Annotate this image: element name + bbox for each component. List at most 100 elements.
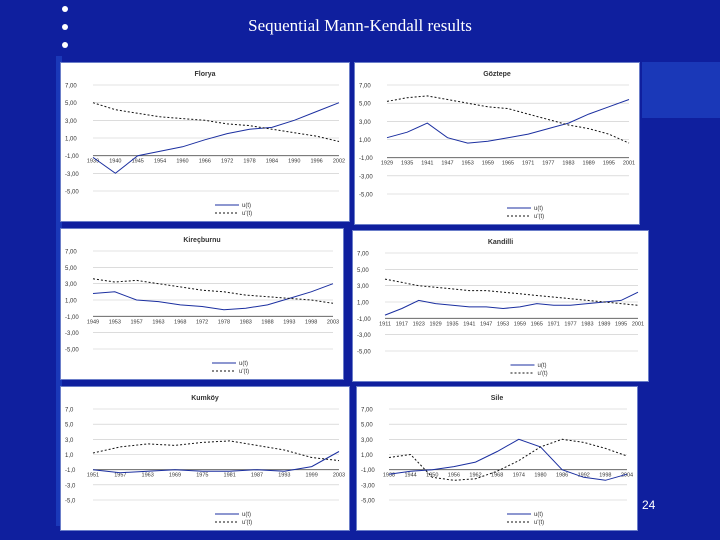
chart-panel-goztepe: Göztepe 7,00 5,00 3,00 1,00 -1,00 -3,00 -5,00 19… — [354, 62, 640, 225]
x-tick-label: 2003 — [333, 473, 345, 479]
x-tick-label: 1972 — [221, 159, 233, 165]
y-tick-label: 3,0 — [65, 438, 74, 444]
chart-kandilli: Kandilli 7,00 5,00 3,00 1,00 -1,00 -3,00 -5,00 1… — [357, 239, 644, 377]
chart-title: Sile — [491, 395, 504, 402]
y-tick-label: -1,00 — [65, 315, 79, 321]
x-tick-label: 1999 — [306, 473, 318, 479]
x-tick-label: 1969 — [169, 473, 181, 479]
y-tick-label: -1,00 — [357, 317, 371, 323]
chart-title: Göztepe — [483, 71, 511, 78]
x-tick-label: 2001 — [623, 161, 635, 167]
x-tick-label: 1996 — [311, 159, 323, 165]
x-tick-label: 1957 — [131, 319, 143, 325]
legend-label: u(t) — [242, 203, 251, 209]
x-tick-label: 1971 — [522, 161, 534, 167]
x-tick-label: 1981 — [224, 473, 236, 479]
y-tick-label: 5,00 — [65, 101, 77, 107]
y-tick-label: 3,00 — [65, 282, 77, 288]
x-tick-label: 1959 — [482, 161, 494, 167]
legend-label: u(t) — [538, 363, 547, 369]
chart-panel-sile: Sile 7,00 5,00 3,00 1,00 -1,00 -3,00 -5,00 1938 1… — [356, 386, 638, 531]
x-tick-label: 1911 — [379, 321, 391, 327]
chart-kirecburnu: Kireçburnu 7,00 5,00 3,00 1,00 -1,00 -3,00 -5,0… — [65, 237, 339, 375]
chart-panel-kandilli: Kandilli 7,00 5,00 3,00 1,00 -1,00 -3,00 -5,00 1… — [352, 230, 649, 382]
chart-kumkoy: Kumköy 7,0 5,0 3,0 1,0 -1,0 -3,0 -5,0 1951 1957 19… — [65, 395, 345, 526]
x-tick-label: 1941 — [421, 161, 433, 167]
y-tick-label: 5,00 — [65, 266, 77, 272]
legend-label: u(t) — [534, 512, 543, 518]
series-line — [92, 283, 334, 311]
y-tick-label: 7,00 — [359, 84, 371, 90]
x-tick-label: 1971 — [548, 321, 560, 327]
x-tick-label: 1977 — [542, 161, 554, 167]
x-tick-label: 1995 — [603, 161, 615, 167]
chart-title: Florya — [194, 71, 215, 78]
y-tick-label: 5,00 — [359, 102, 371, 108]
x-tick-label: 1974 — [513, 473, 525, 479]
x-tick-label: 1949 — [87, 319, 99, 325]
x-tick-label: 1939 — [87, 159, 99, 165]
y-tick-label: 3,00 — [65, 119, 77, 125]
y-tick-label: 7,00 — [65, 250, 77, 256]
series-line — [386, 95, 630, 144]
x-tick-label: 1963 — [152, 319, 164, 325]
x-tick-label: 1938 — [383, 473, 395, 479]
x-tick-label: 1977 — [564, 321, 576, 327]
y-tick-label: -3,00 — [357, 333, 371, 339]
y-tick-label: 7,00 — [357, 252, 369, 258]
legend-label: u(t) — [534, 206, 543, 212]
x-tick-label: 1954 — [154, 159, 166, 165]
x-tick-label: 1995 — [615, 321, 627, 327]
legend-label: u'(t) — [242, 211, 252, 217]
x-tick-label: 1978 — [243, 159, 255, 165]
x-tick-label: 1988 — [261, 319, 273, 325]
bullet-dot — [62, 24, 68, 30]
y-tick-label: 1,00 — [65, 137, 77, 143]
series-line — [388, 438, 628, 481]
y-tick-label: -3,00 — [65, 172, 79, 178]
series-line — [92, 278, 334, 304]
bullet-dot — [62, 42, 68, 48]
legend-label: u(t) — [239, 361, 248, 367]
x-tick-label: 1944 — [405, 473, 417, 479]
chart-title: Kireçburnu — [183, 237, 220, 244]
legend-label: u'(t) — [534, 214, 544, 220]
x-tick-label: 1978 — [218, 319, 230, 325]
x-tick-label: 1959 — [514, 321, 526, 327]
series-line — [384, 278, 639, 306]
x-tick-label: 1968 — [491, 473, 503, 479]
x-tick-label: 1983 — [240, 319, 252, 325]
x-tick-label: 2003 — [327, 319, 339, 325]
x-tick-label: 1998 — [599, 473, 611, 479]
x-tick-label: 1940 — [109, 159, 121, 165]
y-tick-label: 3,00 — [359, 120, 371, 126]
y-tick-label: 1,0 — [65, 453, 74, 459]
legend-label: u'(t) — [534, 520, 544, 526]
y-tick-label: 5,00 — [357, 268, 369, 274]
legend-label: u'(t) — [242, 520, 252, 526]
x-tick-label: 1980 — [534, 473, 546, 479]
x-tick-label: 1968 — [174, 319, 186, 325]
x-tick-label: 1962 — [469, 473, 481, 479]
x-tick-label: 1947 — [441, 161, 453, 167]
x-tick-label: 1966 — [199, 159, 211, 165]
x-tick-label: 1989 — [598, 321, 610, 327]
chart-goztepe: Göztepe 7,00 5,00 3,00 1,00 -1,00 -3,00 -5,00 19… — [359, 71, 635, 220]
series-line — [92, 102, 340, 142]
y-tick-label: -1,00 — [65, 154, 79, 160]
x-tick-label: 1986 — [556, 473, 568, 479]
y-tick-label: 1,00 — [65, 299, 77, 305]
chart-sile: Sile 7,00 5,00 3,00 1,00 -1,00 -3,00 -5,00 1938 1… — [361, 395, 633, 526]
x-tick-label: 1917 — [396, 321, 408, 327]
x-tick-label: 1941 — [463, 321, 475, 327]
x-tick-label: 1987 — [251, 473, 263, 479]
x-tick-label: 1989 — [583, 161, 595, 167]
x-tick-label: 1947 — [480, 321, 492, 327]
y-tick-label: 1,00 — [357, 301, 369, 307]
x-tick-label: 1972 — [196, 319, 208, 325]
y-tick-label: -5,00 — [359, 193, 373, 199]
decor-band-left — [56, 56, 62, 526]
x-tick-label: 1953 — [497, 321, 509, 327]
series-line — [388, 438, 628, 481]
x-tick-label: 1983 — [581, 321, 593, 327]
